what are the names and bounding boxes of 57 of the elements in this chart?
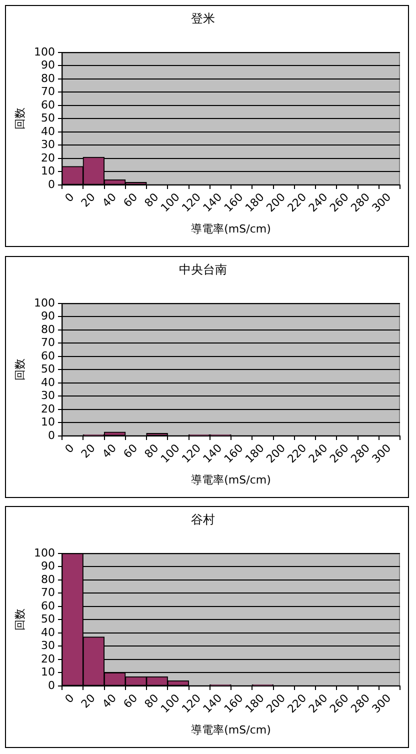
x-tick-label: 0 [62, 190, 77, 205]
x-tick-label: 60 [120, 442, 140, 461]
x-tick-label: 300 [370, 442, 394, 466]
y-tick-label: 0 [48, 178, 55, 191]
y-axis-title: 回数 [13, 358, 26, 381]
y-tick-label: 70 [41, 586, 55, 600]
x-tick-label: 300 [370, 190, 394, 215]
y-tick-label: 10 [41, 666, 55, 679]
x-axis-title: 導電率(mS/cm) [191, 222, 271, 236]
y-tick-label: 50 [41, 612, 55, 626]
y-tick-label: 80 [41, 322, 55, 336]
y-tick-label: 60 [41, 98, 55, 112]
y-tick-label: 30 [41, 138, 55, 152]
x-tick-label: 40 [100, 692, 119, 711]
y-tick-label: 50 [41, 112, 55, 125]
y-tick-label: 20 [41, 652, 55, 666]
y-axis-title: 回数 [13, 108, 26, 130]
y-tick-label: 10 [41, 164, 55, 178]
y-tick-label: 40 [41, 376, 55, 389]
x-tick-label: 60 [120, 190, 140, 210]
y-tick-label: 90 [41, 560, 55, 573]
y-tick-label: 70 [41, 336, 55, 350]
x-axis-title: 導電率(mS/cm) [191, 473, 271, 486]
y-tick-label: 40 [41, 626, 55, 639]
y-tick-label: 100 [34, 546, 55, 560]
chart-title: 登米 [191, 11, 215, 26]
x-tick-label: 60 [120, 692, 140, 711]
y-tick-label: 80 [41, 72, 55, 85]
y-tick-label: 20 [41, 402, 55, 416]
y-tick-label: 90 [41, 58, 55, 72]
y-tick-label: 30 [41, 639, 55, 652]
y-tick-label: 70 [41, 85, 55, 98]
x-tick-label: 20 [78, 190, 98, 210]
x-tick-label: 40 [100, 190, 119, 210]
y-tick-label: 80 [41, 572, 55, 586]
y-tick-label: 100 [34, 296, 55, 310]
x-tick-label: 0 [62, 692, 77, 706]
y-tick-label: 0 [48, 428, 55, 442]
y-axis-title: 回数 [13, 608, 26, 631]
x-axis-title: 導電率(mS/cm) [191, 723, 271, 736]
y-tick-label: 10 [41, 416, 55, 429]
y-tick-label: 0 [48, 678, 55, 692]
y-tick-label: 50 [41, 362, 55, 376]
x-tick-label: 40 [100, 442, 119, 461]
x-tick-label: 300 [370, 692, 394, 716]
x-tick-label: 20 [78, 442, 98, 461]
x-tick-label: 20 [78, 692, 98, 711]
y-tick-label: 20 [41, 151, 55, 164]
y-tick-label: 30 [41, 389, 55, 402]
chart-title: 中央台南 [179, 262, 227, 276]
y-tick-label: 40 [41, 124, 55, 138]
y-tick-label: 60 [41, 349, 55, 362]
y-tick-label: 60 [41, 599, 55, 612]
chart-title: 谷村 [191, 512, 215, 526]
x-tick-label: 0 [62, 442, 77, 456]
y-tick-label: 100 [34, 45, 55, 58]
y-tick-label: 90 [41, 310, 55, 323]
